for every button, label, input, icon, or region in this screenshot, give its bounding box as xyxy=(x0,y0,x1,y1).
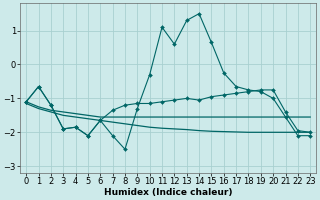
X-axis label: Humidex (Indice chaleur): Humidex (Indice chaleur) xyxy=(104,188,232,197)
